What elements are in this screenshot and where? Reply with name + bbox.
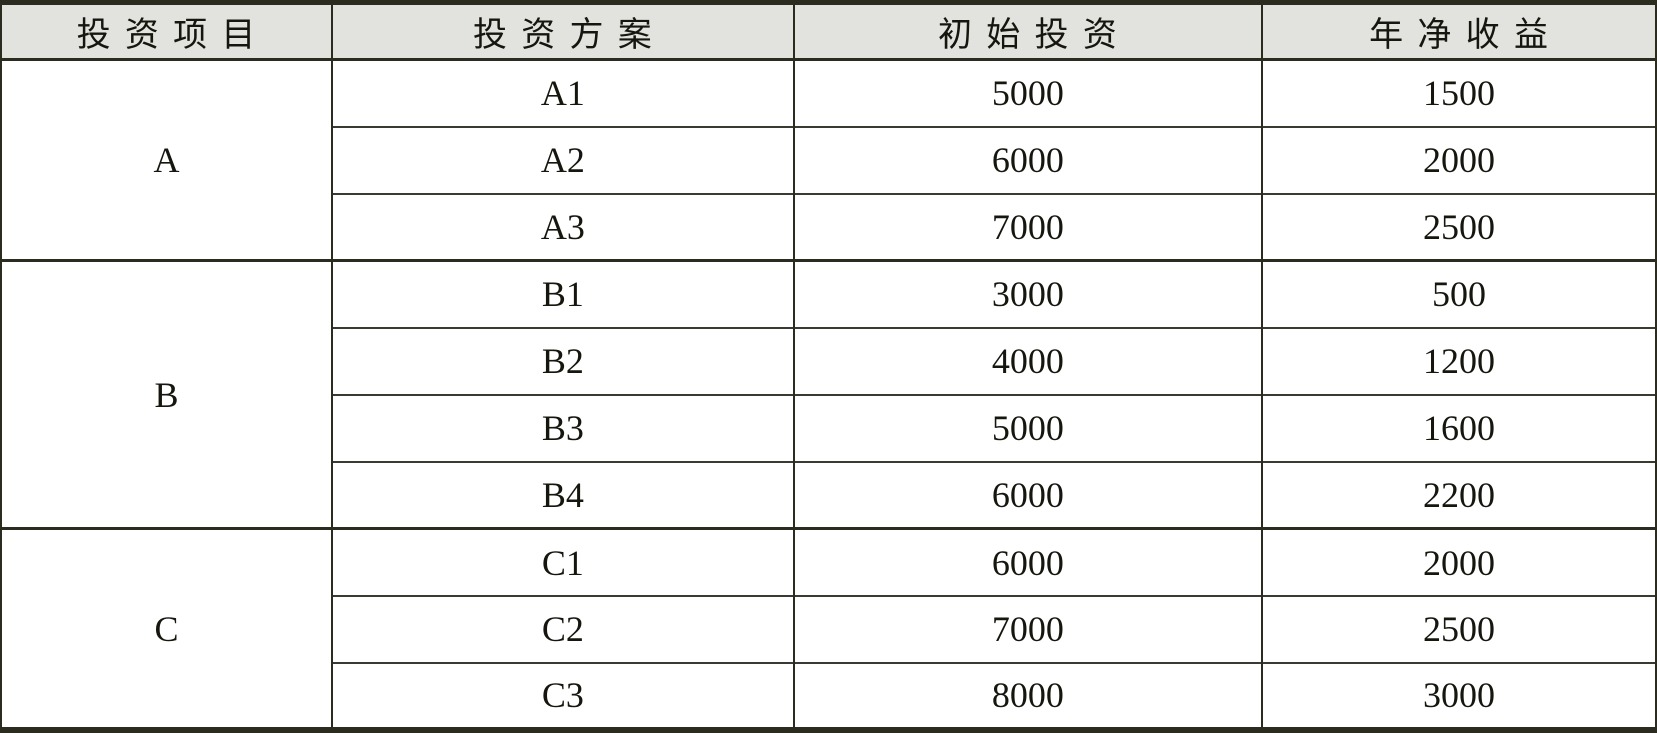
annual-cell: 2500: [1261, 192, 1657, 261]
initial-cell: 7000: [792, 594, 1264, 663]
table-row: B3 5000 1600: [1, 393, 1657, 462]
plan-cell: B2: [331, 326, 795, 395]
header-cell-annual-net-income: 年净收益: [1261, 2, 1657, 61]
annual-cell: 2500: [1261, 594, 1657, 663]
initial-cell: 6000: [792, 460, 1264, 529]
initial-cell: 6000: [792, 527, 1264, 596]
annual-cell: 500: [1261, 259, 1657, 328]
annual-cell: 3000: [1261, 661, 1657, 730]
table-row: C C1 6000 2000: [0, 527, 1657, 730]
annual-cell: 2000: [1261, 125, 1657, 194]
header-cell-initial-investment: 初始投资: [792, 2, 1264, 61]
annual-cell: 2200: [1261, 460, 1657, 529]
annual-cell: 1600: [1261, 393, 1657, 462]
plan-cell: A2: [331, 125, 795, 194]
table-row: C3 8000 3000: [1, 661, 1657, 730]
table-row: B B1 3000 500: [0, 259, 1657, 529]
plan-cell: B3: [331, 393, 795, 462]
plan-cell: A1: [331, 57, 795, 127]
annual-cell: 1500: [1261, 57, 1657, 127]
initial-cell: 5000: [792, 57, 1264, 127]
table-row: C2 7000 2500: [1, 594, 1657, 663]
project-cell-b: B: [0, 259, 333, 529]
plan-cell: A3: [331, 192, 795, 261]
initial-cell: 6000: [792, 125, 1264, 194]
table-body: A A1 5000 1500 A2 6000 2000 A3 7000 2500…: [0, 57, 1657, 730]
plan-cell: B4: [331, 460, 795, 529]
table-row: A A1 5000 1500: [0, 57, 1657, 261]
plan-cell: B1: [331, 259, 795, 328]
initial-cell: 4000: [792, 326, 1264, 395]
header-row: 投资项目 投资方案 初始投资 年净收益: [0, 2, 1657, 61]
table-row: B2 4000 1200: [1, 326, 1657, 395]
table-row: A2 6000 2000: [1, 125, 1657, 194]
annual-cell: 1200: [1261, 326, 1657, 395]
initial-cell: 3000: [792, 259, 1264, 328]
table-row: A3 7000 2500: [1, 192, 1657, 261]
initial-cell: 8000: [792, 661, 1264, 730]
header-cell-plan: 投资方案: [331, 2, 795, 61]
plan-cell: C3: [331, 661, 795, 730]
annual-cell: 2000: [1261, 527, 1657, 596]
project-cell-a: A: [0, 57, 333, 261]
header-cell-project: 投资项目: [0, 2, 333, 61]
plan-cell: C1: [331, 527, 795, 596]
table-row: B4 6000 2200: [1, 460, 1657, 529]
initial-cell: 7000: [792, 192, 1264, 261]
table-header: 投资项目 投资方案 初始投资 年净收益: [0, 2, 1657, 61]
initial-cell: 5000: [792, 393, 1264, 462]
plan-cell: C2: [331, 594, 795, 663]
project-cell-c: C: [0, 527, 333, 730]
